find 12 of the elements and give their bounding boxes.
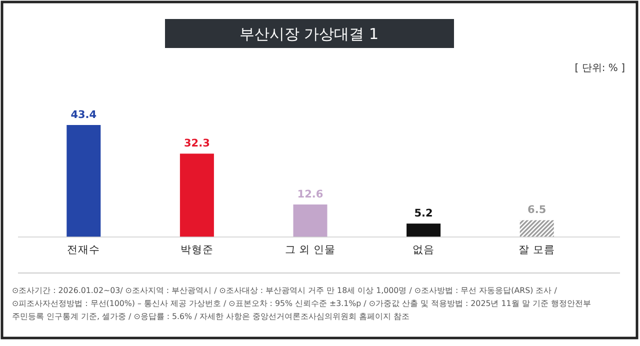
- data-label: 12.6: [297, 188, 324, 200]
- data-label: 43.4: [70, 109, 97, 121]
- data-label: 6.5: [528, 204, 546, 216]
- x-tick-label: 잘 모름: [518, 244, 556, 256]
- x-tick-label: 없음: [412, 244, 435, 256]
- text: [ 단위: % ]: [574, 63, 626, 74]
- chart-title: 부산시장 가상대결 1: [239, 25, 379, 43]
- data-label: 5.2: [414, 208, 433, 220]
- x-tick-label: 전재수: [67, 244, 100, 256]
- x-tick-label: 그 외 인물: [284, 244, 336, 256]
- data-label: 32.3: [184, 138, 210, 150]
- x-tick-label: 박형준: [180, 244, 214, 256]
